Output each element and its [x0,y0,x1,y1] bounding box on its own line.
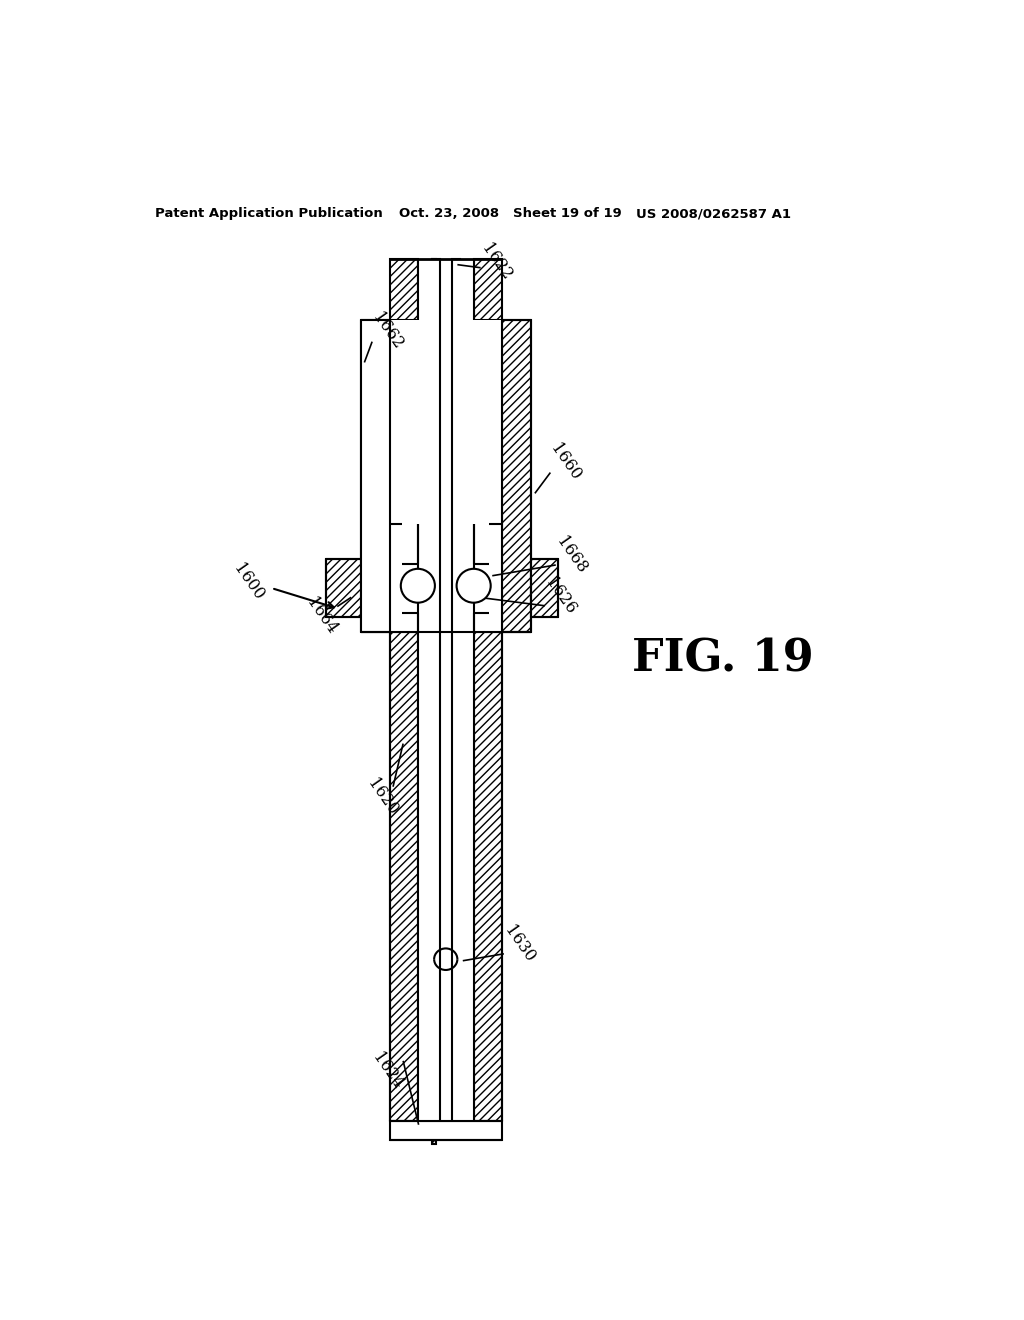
Text: 1630: 1630 [501,923,538,965]
Text: 1600: 1600 [229,560,267,603]
Bar [128,158,922,247]
Bar [390,259,418,321]
Text: Oct. 23, 2008   Sheet 19 of 19: Oct. 23, 2008 Sheet 19 of 19 [399,207,622,220]
Bar [390,1121,502,1140]
Bar [452,259,460,1121]
Bar [502,321,531,632]
Bar [474,259,502,321]
Bar [474,524,489,632]
Bar [474,632,502,1121]
Bar [432,259,435,1144]
Text: 1664: 1664 [303,595,340,638]
Circle shape [457,569,490,603]
Bar [418,524,474,632]
Bar [531,558,558,616]
Text: 1620: 1620 [364,776,400,820]
Bar [418,259,474,321]
Text: 1660: 1660 [547,441,585,484]
Bar [432,259,439,1121]
Text: Patent Application Publication: Patent Application Publication [155,207,383,220]
Bar [326,558,360,616]
Bar [360,321,390,632]
Text: US 2008/0262587 A1: US 2008/0262587 A1 [636,207,791,220]
Bar [439,259,452,1121]
Bar [402,524,418,632]
Bar [360,321,390,632]
Text: 1662: 1662 [369,310,407,354]
Text: 1624: 1624 [369,1049,407,1093]
Circle shape [400,569,435,603]
Bar [390,632,418,1121]
Bar [390,321,502,632]
Text: 1626: 1626 [542,574,580,618]
Text: 1668: 1668 [553,533,590,577]
Text: 1622: 1622 [477,240,515,284]
Text: FIG. 19: FIG. 19 [632,638,813,680]
Bar [418,632,474,1121]
